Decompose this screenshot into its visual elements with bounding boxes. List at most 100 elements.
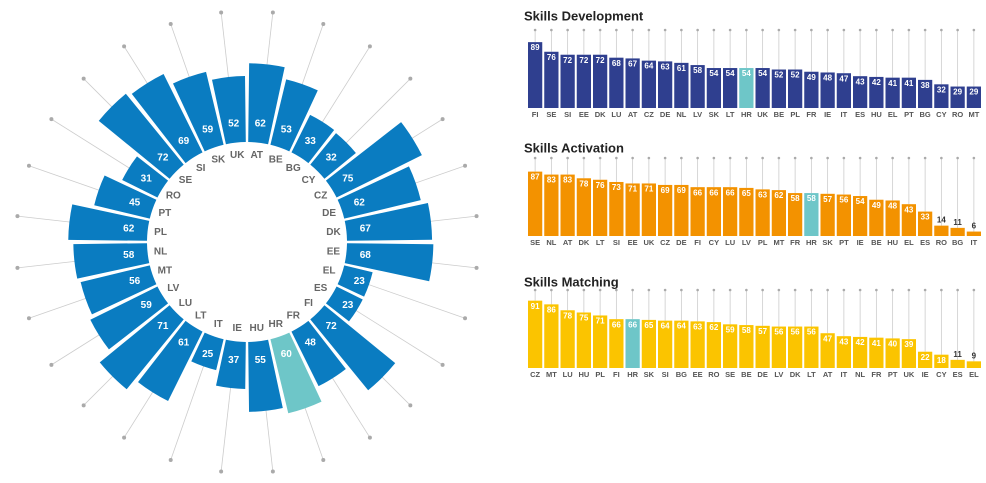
value-label: 42 xyxy=(856,338,865,347)
bar xyxy=(885,77,900,108)
category-label: NL xyxy=(855,370,865,379)
category-label: LT xyxy=(807,370,816,379)
bar xyxy=(641,60,656,108)
value-label: 23 xyxy=(354,276,366,287)
bar xyxy=(771,326,786,368)
category-label: IT xyxy=(841,370,848,379)
bar xyxy=(658,61,673,108)
reference-dot xyxy=(956,288,959,292)
value-label: 66 xyxy=(693,188,702,197)
category-label: FI xyxy=(613,370,620,379)
category-label: LU xyxy=(179,298,192,309)
radial-bar xyxy=(270,79,318,152)
reference-dot xyxy=(923,28,927,32)
value-label: 41 xyxy=(904,79,913,88)
category-label: SI xyxy=(564,110,571,119)
category-label: IE xyxy=(824,110,831,119)
category-label: EL xyxy=(969,370,979,379)
reference-dot xyxy=(122,44,127,49)
category-label: SI xyxy=(613,238,620,247)
category-label: EE xyxy=(327,246,341,257)
category-label: LU xyxy=(563,370,573,379)
category-label: FI xyxy=(694,238,701,247)
radial-bar xyxy=(337,166,421,219)
value-label: 58 xyxy=(742,326,751,335)
bar xyxy=(690,65,705,108)
reference-dot xyxy=(367,435,372,440)
category-label: RO xyxy=(708,370,719,379)
bar xyxy=(771,69,786,108)
category-label: MT xyxy=(546,370,557,379)
reference-dot xyxy=(696,288,699,292)
value-label: 41 xyxy=(872,339,881,348)
value-label: 66 xyxy=(726,188,735,197)
bar xyxy=(836,336,851,368)
bar xyxy=(658,184,673,236)
value-label: 32 xyxy=(937,85,946,94)
reference-dot xyxy=(696,156,699,160)
category-label: LT xyxy=(596,238,605,247)
value-label: 72 xyxy=(326,321,338,332)
reference-dot xyxy=(793,288,797,292)
category-label: HR xyxy=(269,319,284,330)
category-label: CZ xyxy=(314,190,327,201)
value-label: 71 xyxy=(628,185,637,194)
value-label: 75 xyxy=(342,173,354,184)
category-label: RO xyxy=(166,190,181,201)
value-label: 43 xyxy=(839,337,848,346)
reference-dot xyxy=(367,44,372,49)
reference-dot xyxy=(875,288,878,292)
category-label: ES xyxy=(953,370,963,379)
value-label: 86 xyxy=(547,305,556,314)
chart-title: Skills Activation xyxy=(524,140,624,155)
value-label: 72 xyxy=(563,56,572,65)
reference-dot xyxy=(923,288,927,292)
category-label: CY xyxy=(709,238,719,247)
bar xyxy=(706,187,721,236)
reference-dot xyxy=(81,403,86,408)
category-label: NL xyxy=(546,238,556,247)
category-label: SK xyxy=(822,238,833,247)
category-label: IT xyxy=(214,319,223,330)
category-label: IE xyxy=(922,370,929,379)
bar xyxy=(739,187,754,236)
bar xyxy=(706,322,721,368)
radial-bar xyxy=(216,339,246,389)
bar xyxy=(641,319,656,368)
radial-bar xyxy=(131,73,203,164)
value-label: 64 xyxy=(677,322,686,331)
reference-dot xyxy=(793,28,797,32)
value-label: 71 xyxy=(157,321,169,332)
value-label: 49 xyxy=(807,73,816,82)
category-label: LV xyxy=(742,238,751,247)
reference-dot xyxy=(219,469,224,474)
category-label: IT xyxy=(971,238,978,247)
value-label: 68 xyxy=(612,59,621,68)
category-label: CZ xyxy=(644,110,654,119)
value-label: 54 xyxy=(856,197,865,206)
bar xyxy=(804,193,819,236)
bar xyxy=(625,319,640,368)
category-label: LT xyxy=(726,110,735,119)
value-label: 43 xyxy=(904,205,913,214)
reference-dot xyxy=(875,28,878,32)
chart-title: Skills Development xyxy=(524,8,644,23)
bar xyxy=(690,321,705,368)
reference-dot xyxy=(463,316,468,321)
category-label: FR xyxy=(287,310,301,321)
radial-bar xyxy=(94,175,157,219)
value-label: 14 xyxy=(937,216,946,225)
category-label: FR xyxy=(806,110,817,119)
reference-dot xyxy=(270,10,275,15)
reference-dot xyxy=(663,288,667,292)
value-label: 58 xyxy=(123,250,135,261)
bar xyxy=(739,68,754,108)
reference-dot xyxy=(810,156,813,160)
bar xyxy=(625,58,640,108)
value-label: 78 xyxy=(563,311,572,320)
bar xyxy=(674,184,689,236)
category-label: BE xyxy=(774,110,784,119)
value-label: 33 xyxy=(921,213,930,222)
value-label: 53 xyxy=(281,124,293,135)
category-label: HU xyxy=(250,323,264,334)
